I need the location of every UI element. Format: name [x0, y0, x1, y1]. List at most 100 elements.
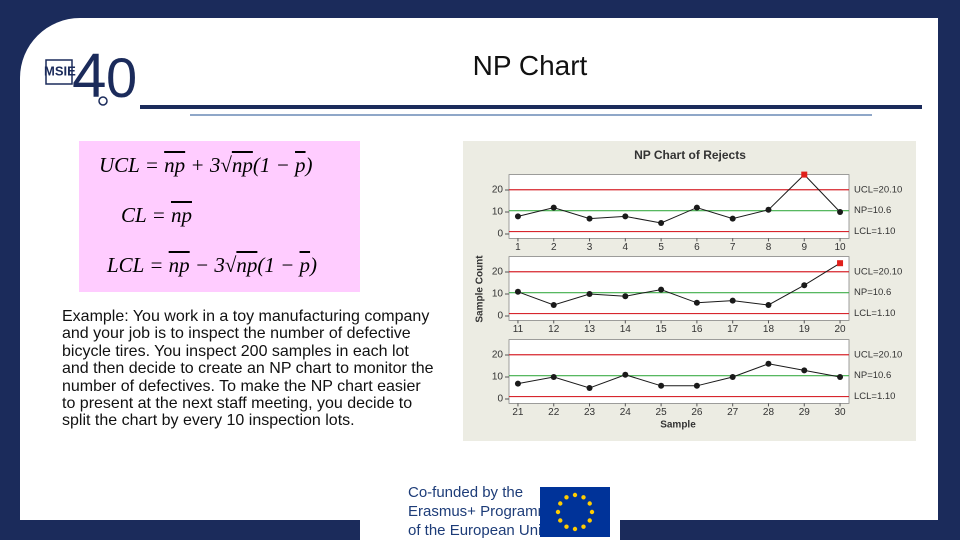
star [555, 509, 561, 515]
star [558, 501, 563, 506]
x-axis-label: Sample [660, 420, 696, 431]
x-tick-label: 29 [799, 407, 811, 418]
formula-term: ) [305, 153, 313, 177]
control-limit-label: NP=10.6 [854, 287, 891, 298]
formula-term: np [170, 203, 192, 227]
formula-term: p [299, 253, 311, 277]
control-limit-label: UCL=20.10 [854, 349, 902, 360]
logo-minor: 0 [106, 46, 137, 109]
star [589, 509, 595, 515]
x-tick-label: 18 [763, 324, 775, 335]
y-tick-label: 20 [492, 350, 504, 361]
data-point [658, 382, 665, 389]
data-point [729, 374, 736, 380]
eu-flag [540, 487, 610, 537]
y-tick-label: 10 [492, 207, 504, 218]
footer: Co-funded by the Erasmus+ Programme of t… [360, 478, 620, 540]
flag-stars [555, 492, 595, 532]
formula-term: √ [224, 253, 237, 277]
star [572, 492, 578, 498]
data-point [586, 215, 593, 222]
slide-title: NP Chart [472, 50, 588, 81]
formula-term: (1 − [252, 153, 296, 177]
data-point [550, 374, 557, 380]
x-tick-label: 26 [691, 407, 703, 418]
control-limit-label: LCL=1.10 [854, 308, 895, 319]
data-point [801, 367, 808, 374]
x-tick-label: 13 [584, 324, 596, 335]
data-point [693, 299, 700, 306]
x-tick-label: 24 [620, 407, 632, 418]
data-point [550, 204, 557, 211]
title-rule-light [190, 114, 872, 116]
control-limit-label: NP=10.6 [854, 205, 891, 216]
plot-area [508, 339, 850, 404]
x-tick-label: 3 [587, 242, 593, 253]
data-point [622, 293, 629, 300]
control-limit-label: UCL=20.10 [854, 266, 902, 277]
formula-lhs: CL [121, 203, 147, 227]
footer-line: of the European Union [408, 522, 559, 539]
x-tick-label: 16 [691, 324, 703, 335]
logo-box [45, 59, 73, 85]
out-of-control-point [837, 260, 844, 267]
formula-term: p [295, 153, 306, 177]
formula-box: UCL = np + 3√np(1 − p) CL = np LCL = np − … [79, 141, 360, 292]
formula-term: np [164, 153, 186, 177]
chart-title: NP Chart of Rejects [634, 148, 746, 162]
data-point [586, 385, 593, 391]
x-tick-label: 30 [834, 407, 846, 418]
x-tick-label: 4 [623, 242, 629, 253]
control-limit-label: NP=10.6 [854, 370, 891, 381]
x-tick-label: 15 [656, 324, 668, 335]
star [581, 495, 586, 500]
logo-dot [98, 96, 108, 106]
formula-term: (1 − [257, 253, 300, 277]
x-tick-label: 20 [834, 324, 846, 335]
out-of-control-point [801, 171, 808, 178]
formula-term: np [231, 153, 253, 177]
star [572, 526, 578, 532]
data-line [517, 262, 841, 306]
x-tick-label: 19 [799, 324, 811, 335]
formula-term: = [144, 253, 169, 277]
x-tick-label: 25 [656, 407, 668, 418]
x-tick-label: 6 [694, 242, 700, 253]
data-point [765, 360, 772, 367]
x-tick-label: 27 [727, 407, 739, 418]
footer-line: Erasmus+ Programme [408, 503, 559, 520]
data-point [765, 302, 772, 308]
x-tick-label: 17 [727, 324, 739, 335]
y-tick-label: 20 [492, 185, 504, 196]
y-tick-label: 0 [497, 229, 503, 240]
formula-term: np [236, 253, 258, 277]
plot-area [508, 174, 850, 239]
y-tick-label: 10 [492, 289, 504, 300]
data-point [622, 213, 629, 220]
formula-term: = [139, 153, 165, 177]
data-point [550, 302, 557, 308]
data-point [729, 215, 736, 222]
title-rule [140, 105, 922, 109]
formula-lhs: UCL [99, 153, 140, 177]
data-point [514, 288, 521, 295]
formula-term: + 3 [185, 153, 221, 177]
formula-lhs: LCL [107, 253, 144, 277]
x-tick-label: 28 [763, 407, 775, 418]
formula-term: √ [220, 153, 232, 177]
body-text: Example: You work in a toy manufacturing… [62, 308, 434, 430]
formula-term: np [168, 253, 190, 277]
x-tick-label: 12 [548, 324, 560, 335]
formula-term: − 3 [189, 253, 225, 277]
x-tick-label: 23 [584, 407, 596, 418]
x-tick-label: 7 [730, 242, 736, 253]
data-point [658, 220, 665, 226]
data-point [729, 297, 736, 304]
y-tick-label: 20 [492, 267, 504, 278]
star [564, 495, 569, 500]
data-point [514, 380, 521, 387]
star [587, 501, 592, 506]
control-limit-label: UCL=20.10 [854, 184, 902, 195]
